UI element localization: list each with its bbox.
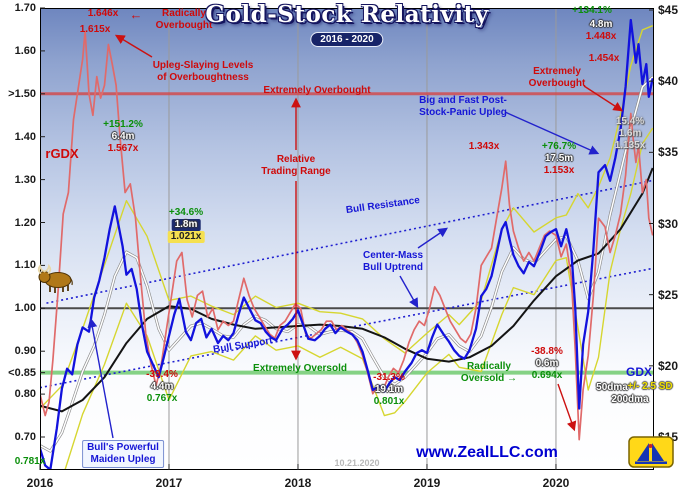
series-gdx-50dma-outline: [40, 75, 654, 453]
annotation-arrow: [114, 34, 153, 58]
chart-subtitle: 2016 - 2020: [310, 32, 384, 47]
series-gdx: [40, 18, 654, 470]
series-gdx-200dma: [40, 167, 654, 413]
trend-lines: [40, 179, 653, 389]
zeal-url-link[interactable]: www.ZealLLC.com: [416, 444, 558, 461]
annotation-arrow: [399, 275, 419, 309]
annotation-arrow: [583, 85, 624, 112]
bull-support: [40, 267, 653, 389]
plot-area: [40, 8, 654, 470]
plot-frame: [39, 7, 654, 470]
annotation-arrow: [557, 383, 577, 432]
series-sd-lower: [64, 127, 654, 470]
zeal-logo: [628, 436, 674, 468]
gridlines: [168, 8, 557, 470]
series-gdx-50dma: [40, 76, 654, 452]
annotation-arrows: [87, 34, 624, 439]
chart-title: Gold-Stock Relativity: [205, 1, 489, 28]
annotation-arrow: [417, 227, 449, 249]
data-series: [40, 18, 654, 470]
bull-icon: [37, 264, 73, 293]
reference-lines: [40, 92, 654, 375]
annotation-arrow: [87, 317, 114, 439]
annotation-arrow: [504, 111, 600, 155]
bull-resistance: [46, 179, 653, 304]
date-stamp: 10.21.2020: [334, 458, 380, 468]
series-rgdx: [40, 30, 654, 441]
